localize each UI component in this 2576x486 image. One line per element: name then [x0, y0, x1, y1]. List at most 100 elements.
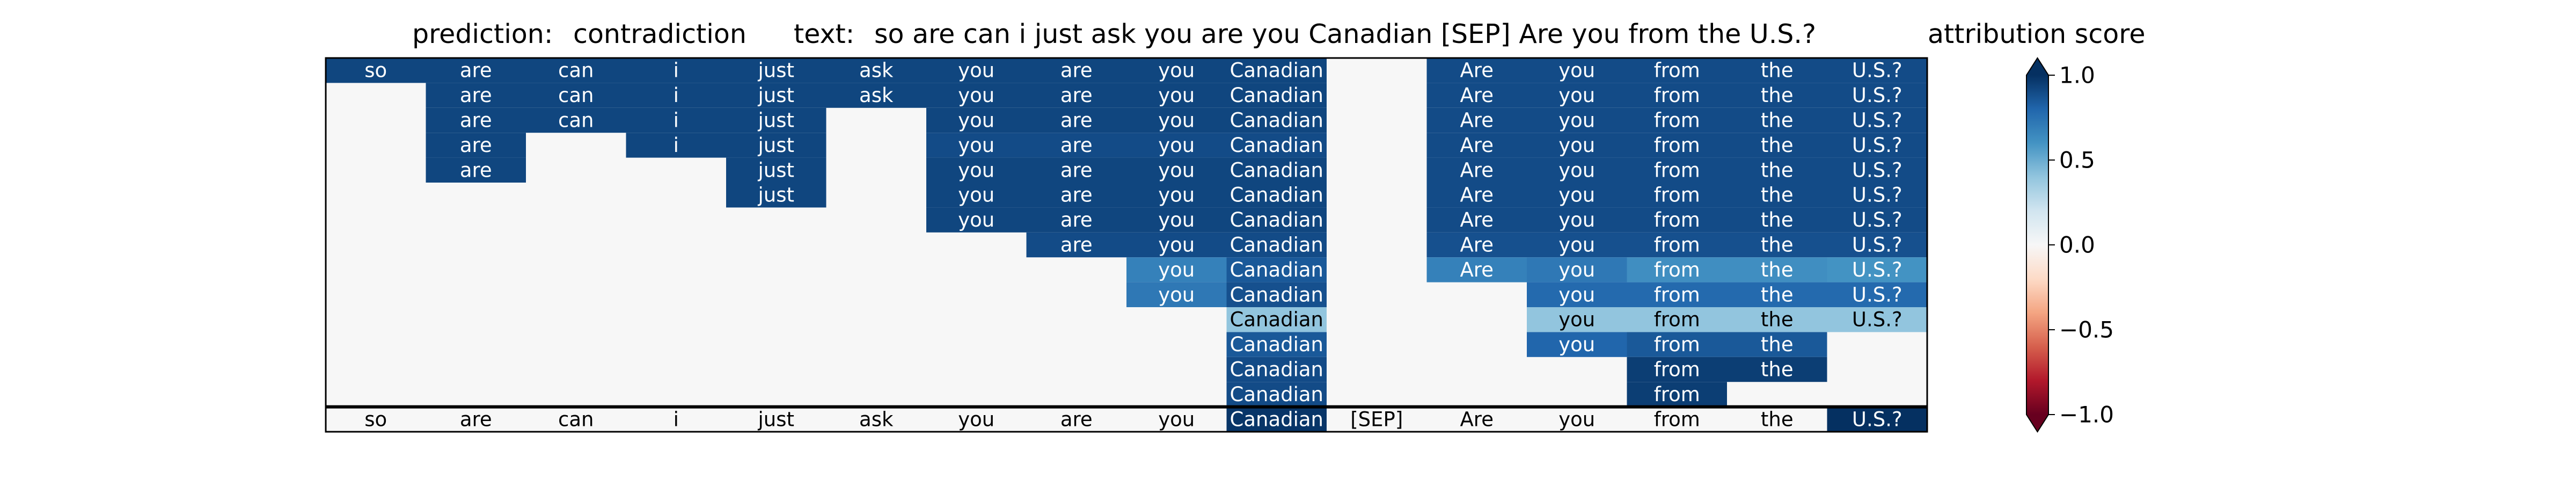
heatmap-cell-label: you [958, 134, 994, 157]
text-label: text: [794, 19, 854, 49]
colorbar-tick-label: −1.0 [2059, 402, 2114, 428]
heatmap-cell [726, 83, 826, 108]
heatmap-cell [1827, 133, 1927, 158]
heatmap-cell [926, 183, 1027, 208]
token-label: the [1761, 408, 1794, 431]
heatmap-cell [1527, 232, 1627, 258]
heatmap-cell [1727, 133, 1827, 158]
heatmap-cell-label: from [1654, 234, 1700, 257]
heatmap-cell [926, 157, 1027, 183]
heatmap-cell [1226, 83, 1327, 108]
heatmap-cell [1627, 382, 1727, 407]
heatmap-cell-label: Canadian [1230, 358, 1323, 381]
heatmap-cell-label: are [1060, 158, 1093, 182]
heatmap-cell [1226, 382, 1327, 407]
heatmap-cell [1426, 133, 1527, 158]
heatmap-cell [1026, 107, 1126, 133]
heatmap-cell-label: you [958, 59, 994, 82]
heatmap-cell [1126, 58, 1227, 83]
heatmap-cell [1226, 407, 1327, 432]
heatmap-cell [1727, 107, 1827, 133]
heatmap-cell [1527, 207, 1627, 233]
heatmap-cell [1226, 157, 1327, 183]
heatmap-cell [1727, 207, 1827, 233]
heatmap-cell [926, 207, 1027, 233]
heatmap-cell-label: from [1654, 158, 1700, 182]
heatmap-cell-label: Are [1460, 109, 1494, 132]
heatmap-cell [1226, 332, 1327, 357]
colorbar: 1.0 0.5 0.0 −0.5 −1.0 [2026, 57, 2114, 433]
heatmap-cell-label: the [1761, 333, 1794, 356]
heatmap-cell-label: Canadian [1230, 283, 1323, 306]
heatmap-cell-label: Canadian [1230, 258, 1323, 281]
heatmap-row: you are you Canadian Are you from the U.S.? [926, 207, 1927, 233]
heatmap-cell [1527, 282, 1627, 307]
heatmap-row: are i just you are you Canadian Are you from the U.… [426, 133, 1927, 158]
heatmap-row: Canadian from [1226, 382, 1727, 407]
token-label: i [674, 408, 679, 431]
heatmap-cell-label: Canadian [1230, 134, 1323, 157]
heatmap-cell-label: Canadian [1230, 234, 1323, 257]
heatmap-cell-label: you [1158, 134, 1195, 157]
heatmap-cell [1426, 183, 1527, 208]
heatmap-cell-label: so [364, 59, 387, 82]
heatmap-cell-label: you [1558, 84, 1595, 107]
heatmap-cell-label: can [558, 84, 594, 107]
heatmap-cell [1226, 282, 1327, 307]
colorbar-tick-label: −0.5 [2059, 317, 2114, 343]
heatmap-cell [726, 107, 826, 133]
heatmap-cell-label: U.S.? [1852, 184, 1902, 207]
heatmap-cell [1126, 257, 1227, 282]
heatmap-row: are can i just you are you Canadian Are you from th… [426, 107, 1927, 133]
heatmap-cell [1527, 58, 1627, 83]
heatmap-cell-label: can [558, 59, 594, 82]
heatmap-cell-label: the [1761, 184, 1794, 207]
heatmap-cell [1627, 83, 1727, 108]
heatmap-cell [1627, 307, 1727, 332]
heatmap-cell [1627, 58, 1727, 83]
heatmap-cell [1827, 407, 1927, 432]
heatmap-cell-label: U.S.? [1852, 258, 1902, 281]
heatmap-cell [1527, 332, 1627, 357]
heatmap-cell-label: from [1654, 333, 1700, 356]
heatmap-cell [1226, 183, 1327, 208]
heatmap-cell-label: you [1558, 59, 1595, 82]
heatmap-cell [1727, 83, 1827, 108]
heatmap-cell [1126, 232, 1227, 258]
heatmap-cell [1827, 282, 1927, 307]
token-label: Canadian [1230, 408, 1323, 431]
heatmap-row: Canadian you from the [1226, 332, 1827, 357]
heatmap-cell-label: Canadian [1230, 158, 1323, 182]
heatmap-cell [1527, 83, 1627, 108]
heatmap-cell-label: are [460, 109, 492, 132]
heatmap-cell [726, 183, 826, 208]
heatmap-cell-label: Are [1460, 134, 1494, 157]
colorbar-max-extend-arrow [2026, 58, 2048, 75]
heatmap-cell [1126, 183, 1227, 208]
colorbar-title: attribution score [1928, 19, 2145, 49]
heatmap-cell-label: Are [1460, 84, 1494, 107]
heatmap-cell-label: can [558, 109, 594, 132]
heatmap-cell-label: Canadian [1230, 308, 1323, 331]
heatmap-cell [1226, 107, 1327, 133]
token-label: are [460, 408, 492, 431]
heatmap-cell [1426, 207, 1527, 233]
heatmap-cell-label: are [460, 134, 492, 157]
heatmap-cell [426, 83, 526, 108]
heatmap-cell [1126, 207, 1227, 233]
heatmap-cell-label: Canadian [1230, 109, 1323, 132]
heatmap-cell-label: the [1761, 258, 1794, 281]
heatmap-cell [1827, 157, 1927, 183]
heatmap-cell [426, 133, 526, 158]
heatmap-cell-label: are [460, 158, 492, 182]
heatmap-cell [926, 58, 1027, 83]
heatmap-cell [1226, 58, 1327, 83]
heatmap-cell-label: you [958, 208, 994, 231]
heatmap-cell-label: you [1558, 333, 1595, 356]
heatmap-cell-label: Canadian [1230, 333, 1323, 356]
heatmap-cell-label: from [1654, 134, 1700, 157]
heatmap-cell [626, 83, 726, 108]
heatmap-cell [1827, 83, 1927, 108]
heatmap-cell [1126, 133, 1227, 158]
heatmap-cell [1527, 133, 1627, 158]
